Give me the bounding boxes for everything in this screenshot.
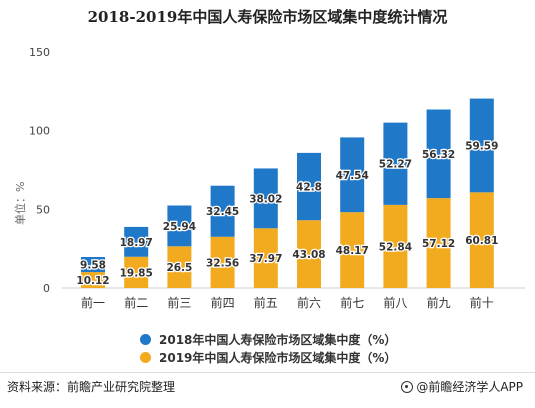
- data-label-2018: 32.45: [206, 206, 239, 218]
- legend-item-2019: 2019年中国人寿保险市场区域集中度（%）: [140, 349, 396, 366]
- data-label-2019: 60.81: [465, 235, 498, 247]
- x-tick-label: 前一: [81, 295, 105, 310]
- qianzhan-logo-icon: [401, 380, 414, 393]
- bar-2019: [124, 256, 149, 288]
- data-label-2019: 37.97: [249, 253, 282, 265]
- x-tick-label: 前十: [470, 295, 494, 310]
- data-label-2019: 48.17: [336, 245, 369, 257]
- chart-axes: 0 50 100 150 前一 前二 前三 前四 前五 前六 前七 前八 前九 前十: [29, 46, 525, 310]
- x-tick-label: 前四: [211, 295, 235, 310]
- bar-2019: [81, 272, 105, 288]
- data-label-2019: 19.85: [120, 267, 153, 279]
- data-label-2018: 47.54: [336, 170, 369, 182]
- data-label-2018: 25.94: [163, 221, 196, 233]
- bar-2019: [297, 220, 321, 288]
- y-tick-label: 50: [36, 203, 50, 216]
- data-label-2018: 59.59: [465, 140, 498, 152]
- data-label-2018: 52.27: [379, 159, 412, 171]
- data-label-2018: 56.32: [422, 149, 455, 161]
- bar-2018: [210, 185, 235, 237]
- bar-2019: [167, 246, 192, 288]
- data-label-2019: 52.84: [379, 241, 412, 253]
- bar-2018: [81, 257, 105, 273]
- x-tick-label: 前三: [167, 295, 191, 310]
- data-label-2019: 32.56: [206, 257, 239, 269]
- chart-data-labels: 10.12 9.58 19.85 18.97 26.5 25.94 32.56 32.45 37…: [75, 139, 500, 288]
- legend-label-2018: 2018年中国人寿保险市场区域集中度（%）: [159, 333, 397, 347]
- bar-2018: [253, 168, 278, 229]
- source-note: 资料来源：前瞻产业研究院整理: [7, 380, 176, 394]
- x-tick-label: 前八: [383, 295, 407, 310]
- bar-2019: [426, 198, 451, 288]
- bar-2018: [297, 152, 321, 221]
- credit-text: @前瞻经济学人APP: [416, 380, 523, 394]
- y-tick-label: 0: [43, 282, 50, 295]
- footer-divider: [0, 372, 535, 373]
- legend-item-2018: 2018年中国人寿保险市场区域集中度（%）: [140, 331, 396, 348]
- bar-2019: [383, 204, 408, 288]
- x-tick-label: 前六: [297, 295, 321, 310]
- data-label-2019: 10.12: [76, 275, 109, 287]
- bar-2019: [469, 192, 494, 288]
- legend-label-2019: 2019年中国人寿保险市场区域集中度（%）: [159, 351, 397, 365]
- y-tick-label: 100: [29, 125, 50, 138]
- x-tick-label: 前五: [254, 295, 278, 310]
- x-tick-label: 前二: [124, 295, 148, 310]
- bar-2018: [383, 122, 408, 205]
- data-label-2018: 18.97: [120, 237, 153, 249]
- credit-note: @前瞻经济学人APP: [401, 378, 523, 395]
- data-label-2018: 38.02: [249, 193, 282, 205]
- x-tick-label: 前七: [340, 295, 364, 310]
- x-tick-label: 前九: [427, 295, 451, 310]
- legend-swatch-2019: [140, 352, 151, 363]
- bar-2018: [167, 205, 192, 247]
- bar-2018: [124, 226, 149, 257]
- bar-2018: [469, 98, 494, 193]
- data-label-2019: 26.5: [166, 262, 192, 274]
- data-label-2019: 57.12: [422, 238, 455, 250]
- chart-title: 2018-2019年中国人寿保险市场区域集中度统计情况: [87, 8, 448, 26]
- bar-2018: [426, 109, 451, 199]
- data-label-2019: 43.08: [292, 249, 325, 261]
- data-label-2018: 9.58: [80, 260, 106, 272]
- bar-2019: [340, 212, 365, 288]
- y-axis-label: 单位：%: [13, 182, 27, 225]
- y-tick-label: 150: [29, 46, 50, 59]
- bar-2019: [210, 236, 235, 288]
- chart-bars: [81, 98, 494, 288]
- bar-2018: [340, 137, 365, 213]
- data-label-2018: 42.8: [296, 182, 322, 194]
- legend-swatch-2018: [140, 334, 151, 345]
- bar-2019: [253, 228, 278, 288]
